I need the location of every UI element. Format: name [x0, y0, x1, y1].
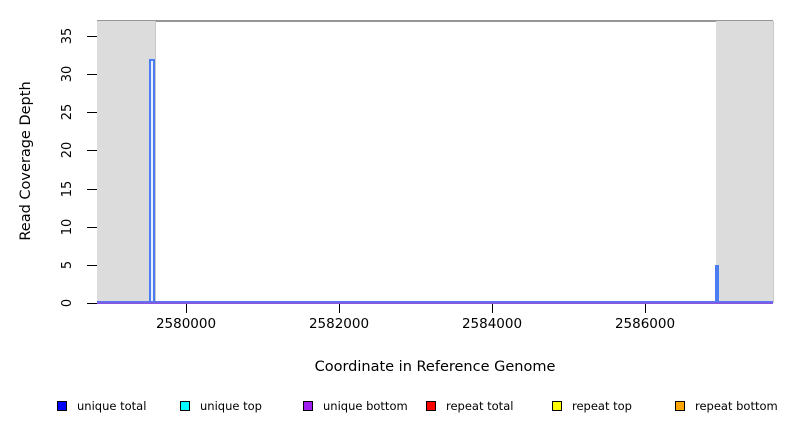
legend-item: repeat top	[552, 399, 632, 413]
y-axis-tick-label: 0	[60, 298, 75, 308]
x-axis-tick-label: 2582000	[308, 316, 370, 332]
legend-item: unique top	[180, 399, 262, 413]
legend-label: unique bottom	[323, 399, 408, 413]
y-axis-tick-label: 15	[60, 180, 75, 197]
x-axis-tick	[339, 304, 340, 313]
x-axis-tick	[492, 304, 493, 313]
y-axis-tick-label: 30	[60, 65, 75, 83]
legend-swatch	[180, 401, 190, 411]
legend-label: repeat bottom	[695, 399, 778, 413]
y-axis-tick	[87, 226, 97, 228]
plot-area	[97, 20, 774, 304]
y-axis-tick-label: 10	[60, 218, 75, 235]
y-axis-tick	[87, 74, 97, 76]
plot-frame-top	[97, 20, 773, 22]
y-axis-tick	[87, 112, 97, 114]
zero-coverage-baseline	[97, 301, 773, 304]
x-axis-tick-label: 2584000	[461, 316, 523, 332]
legend-label: repeat total	[446, 399, 514, 413]
y-axis-tick	[87, 188, 97, 190]
shaded-region	[716, 21, 774, 303]
y-axis-tick	[87, 36, 97, 38]
legend-item: repeat total	[426, 399, 513, 413]
legend-swatch	[426, 401, 436, 411]
legend-item: repeat bottom	[675, 399, 778, 413]
shaded-region	[97, 21, 157, 303]
x-axis-tick	[645, 304, 646, 313]
y-axis-tick	[87, 150, 97, 152]
coverage-bar	[714, 265, 719, 303]
coverage-bar	[149, 59, 156, 303]
x-axis-tick-label: 2586000	[614, 316, 676, 332]
x-axis-label: Coordinate in Reference Genome	[314, 359, 556, 375]
legend-swatch	[57, 401, 67, 411]
x-axis-tick-label: 2580000	[155, 316, 217, 332]
legend-item: unique total	[57, 399, 146, 413]
legend-item: unique bottom	[303, 399, 408, 413]
y-axis-tick-label: 25	[60, 104, 75, 121]
legend-swatch	[303, 401, 313, 411]
legend-swatch	[552, 401, 562, 411]
y-axis-tick-label: 20	[60, 142, 75, 159]
legend-swatch	[675, 401, 685, 411]
legend-label: unique top	[200, 399, 262, 413]
y-axis-tick-label: 35	[60, 27, 75, 45]
y-axis-tick	[87, 303, 97, 304]
y-axis-tick-label: 5	[60, 260, 75, 269]
legend-label: repeat top	[572, 399, 632, 413]
y-axis-label: Read Coverage Depth	[18, 81, 34, 241]
legend: unique total unique top unique bottom repea…	[0, 399, 792, 415]
legend-label: unique total	[77, 399, 147, 413]
x-axis-tick	[186, 304, 187, 313]
y-axis-tick	[87, 264, 97, 266]
